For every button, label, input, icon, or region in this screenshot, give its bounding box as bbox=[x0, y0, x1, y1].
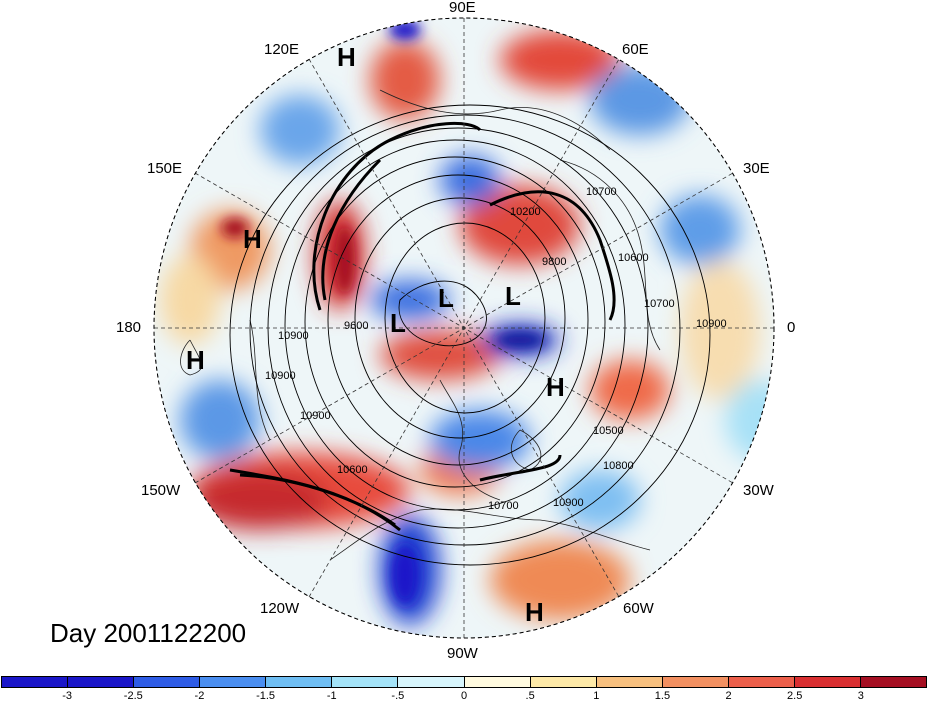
low-label: L bbox=[438, 283, 454, 313]
high-label: H bbox=[337, 42, 356, 72]
contour-label: 9600 bbox=[344, 320, 369, 332]
colorbar-tick-label: 1 bbox=[593, 690, 600, 702]
colorbar-swatch bbox=[861, 677, 927, 687]
colorbar-tick-label: .5 bbox=[525, 690, 535, 702]
colorbar-tick-label: -2 bbox=[194, 690, 205, 702]
high-label: H bbox=[243, 224, 262, 254]
lon-label-150e: 150E bbox=[147, 160, 183, 177]
contour-label: 10900 bbox=[278, 330, 309, 342]
lon-label-180: 180 bbox=[116, 319, 142, 336]
contour-label: 10800 bbox=[603, 460, 634, 472]
lon-label-0: 0 bbox=[787, 319, 796, 336]
colorbar-swatch bbox=[530, 677, 597, 687]
lon-label-120e: 120E bbox=[264, 41, 300, 58]
lon-label-90w: 90W bbox=[447, 645, 478, 662]
colorbar-swatch bbox=[2, 677, 69, 687]
colorbar-tick-label: 3 bbox=[857, 690, 864, 702]
colorbar-swatch bbox=[398, 677, 465, 687]
colorbar-tick-label: -3 bbox=[62, 690, 73, 702]
colorbar-tick-label: 0 bbox=[460, 690, 468, 702]
colorbar-swatch bbox=[134, 677, 201, 687]
colorbar-swatch bbox=[266, 677, 333, 687]
lon-label-120w: 120W bbox=[260, 600, 300, 617]
colorbar-tick-label: -1 bbox=[326, 690, 337, 702]
plot-title: Day 2001122200 bbox=[50, 618, 247, 648]
lon-label-30w: 30W bbox=[743, 482, 774, 499]
anomaly-field bbox=[154, 18, 774, 638]
colorbar-tick-label: 2.5 bbox=[787, 690, 803, 702]
high-label: H bbox=[525, 597, 544, 627]
contour-label: 10600 bbox=[618, 252, 649, 264]
high-label: H bbox=[546, 372, 565, 402]
contour-label: 10600 bbox=[337, 464, 368, 476]
colorbar-tick-label: -2.5 bbox=[123, 690, 143, 702]
contour-label: 9800 bbox=[542, 256, 567, 268]
high-label: H bbox=[186, 345, 205, 375]
contour-label: 10500 bbox=[593, 425, 624, 437]
low-label: L bbox=[390, 308, 406, 338]
colorbar-tick-label: 1.5 bbox=[654, 690, 671, 702]
colorbar-tick-label: 2 bbox=[725, 690, 732, 702]
colorbar-swatch bbox=[728, 677, 795, 687]
lon-label-60w: 60W bbox=[623, 600, 654, 617]
lon-label-90e: 90E bbox=[449, 0, 476, 16]
lon-label-150w: 150W bbox=[141, 482, 181, 499]
low-label: L bbox=[505, 281, 521, 311]
contour-label: 10200 bbox=[510, 206, 541, 218]
contour-label: 10700 bbox=[488, 500, 519, 512]
colorbar-tick-label: -.5 bbox=[391, 690, 405, 702]
map-boundary bbox=[153, 17, 775, 639]
colorbar-swatch bbox=[200, 677, 267, 687]
colorbar bbox=[1, 676, 927, 688]
contour-label: 10700 bbox=[586, 186, 617, 198]
colorbar-swatch bbox=[596, 677, 663, 687]
colorbar-swatch bbox=[332, 677, 399, 687]
colorbar-swatch bbox=[464, 677, 531, 687]
colorbar-swatch bbox=[662, 677, 729, 687]
contour-label: 10700 bbox=[644, 298, 675, 310]
lon-label-60e: 60E bbox=[622, 41, 649, 58]
colorbar-swatch bbox=[68, 677, 135, 687]
contour-label: 10900 bbox=[696, 318, 727, 330]
jet-contours bbox=[229, 121, 616, 532]
colorbar-swatch bbox=[794, 677, 862, 687]
contour-label: 10900 bbox=[553, 497, 584, 509]
lon-label-30e: 30E bbox=[743, 160, 770, 177]
colorbar-tick-label: -1.5 bbox=[256, 690, 276, 702]
contour-label: 10900 bbox=[265, 370, 296, 382]
contour-label: 10900 bbox=[300, 410, 331, 422]
